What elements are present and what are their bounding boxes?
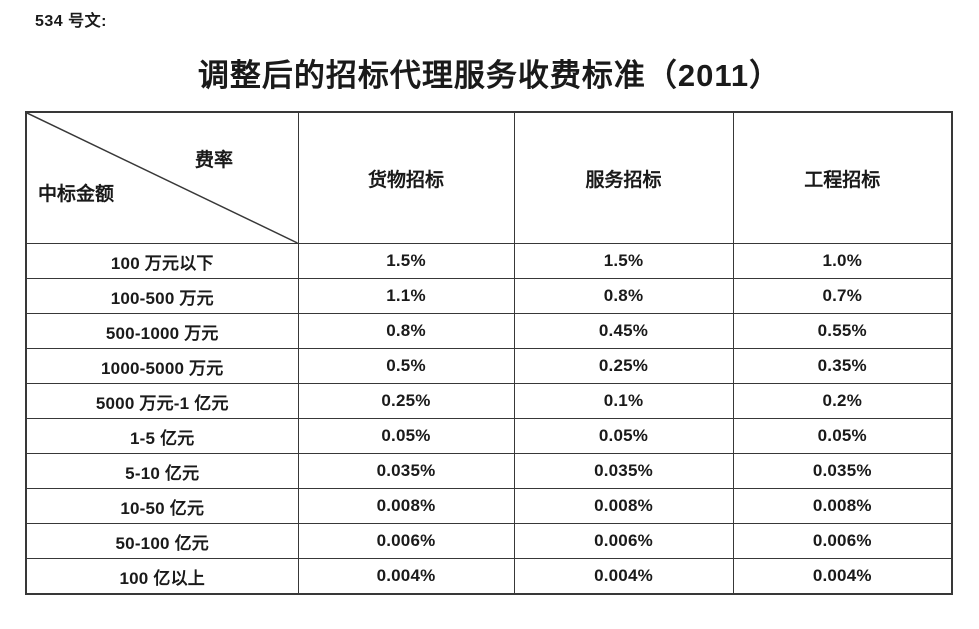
rate-cell-goods: 0.25% [297,383,515,419]
rate-cell-engineering: 0.7% [732,278,953,314]
row-label-cell: 100 亿以上 [25,558,299,595]
rate-cell-service: 0.004% [513,558,734,595]
rate-cell-goods: 1.5% [297,243,515,279]
rate-cell-service: 0.008% [513,488,734,524]
rate-cell-goods: 0.004% [297,558,515,595]
rate-cell-service: 0.05% [513,418,734,454]
rate-cell-service: 0.1% [513,383,734,419]
rate-cell-engineering: 0.004% [732,558,953,595]
rate-cell-engineering: 0.55% [732,313,953,349]
row-label-cell: 1000-5000 万元 [25,348,299,384]
rate-cell-engineering: 1.0% [732,243,953,279]
row-label-cell: 5000 万元-1 亿元 [25,383,299,419]
corner-label-rate: 费率 [195,150,234,171]
diagonal-divider-line [27,113,298,243]
table-row: 10-50 亿元 0.008% 0.008% 0.008% [25,488,953,524]
rate-cell-engineering: 0.008% [732,488,953,524]
fee-rate-table: 费率 中标金额 货物招标 服务招标 工程招标 100 万元以下 1.5% 1.5… [25,111,953,595]
rate-cell-service: 0.006% [513,523,734,559]
row-label-cell: 1-5 亿元 [25,418,299,454]
page-title: 调整后的招标代理服务收费标准（2011） [197,58,782,93]
rate-cell-engineering: 0.035% [732,453,953,489]
rate-cell-goods: 0.05% [297,418,515,454]
rate-cell-service: 0.45% [513,313,734,349]
column-header-engineering: 工程招标 [732,111,953,244]
rate-cell-service: 0.8% [513,278,734,314]
rate-cell-goods: 0.8% [297,313,515,349]
row-label-cell: 5-10 亿元 [25,453,299,489]
table-row: 1-5 亿元 0.05% 0.05% 0.05% [25,418,953,454]
table-row: 100-500 万元 1.1% 0.8% 0.7% [25,278,953,314]
row-label-cell: 500-1000 万元 [25,313,299,349]
rate-cell-service: 1.5% [513,243,734,279]
rate-cell-engineering: 0.2% [732,383,953,419]
row-label-cell: 50-100 亿元 [25,523,299,559]
rate-cell-goods: 0.035% [297,453,515,489]
table-row: 100 亿以上 0.004% 0.004% 0.004% [25,558,953,595]
corner-label-amount: 中标金额 [38,184,115,205]
table-row: 1000-5000 万元 0.5% 0.25% 0.35% [25,348,953,384]
row-label-cell: 100-500 万元 [25,278,299,314]
table-row: 500-1000 万元 0.8% 0.45% 0.55% [25,313,953,349]
rate-cell-service: 0.25% [513,348,734,384]
rate-cell-goods: 0.006% [297,523,515,559]
column-header-service: 服务招标 [513,111,734,244]
row-label-cell: 10-50 亿元 [25,488,299,524]
doc-number-label: 534 号文: [35,13,107,30]
table-header-row: 费率 中标金额 货物招标 服务招标 工程招标 [25,111,953,244]
column-header-goods: 货物招标 [297,111,515,244]
rate-cell-engineering: 0.05% [732,418,953,454]
table-row: 5-10 亿元 0.035% 0.035% 0.035% [25,453,953,489]
row-label-cell: 100 万元以下 [25,243,299,279]
rate-cell-goods: 0.008% [297,488,515,524]
rate-cell-service: 0.035% [513,453,734,489]
diagonal-corner-cell: 费率 中标金额 [25,111,299,244]
rate-cell-goods: 1.1% [297,278,515,314]
table-row: 50-100 亿元 0.006% 0.006% 0.006% [25,523,953,559]
table-row: 5000 万元-1 亿元 0.25% 0.1% 0.2% [25,383,953,419]
rate-cell-engineering: 0.006% [732,523,953,559]
table-row: 100 万元以下 1.5% 1.5% 1.0% [25,243,953,279]
rate-cell-goods: 0.5% [297,348,515,384]
rate-cell-engineering: 0.35% [732,348,953,384]
